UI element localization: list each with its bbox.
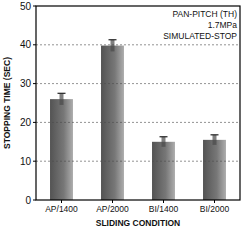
error-cap (109, 39, 117, 40)
bar (203, 140, 226, 200)
error-bar (162, 137, 166, 147)
grid-line (36, 44, 240, 45)
error-cap (58, 93, 66, 94)
x-tick-label: BI/1400 (149, 204, 179, 214)
bar (50, 99, 73, 200)
error-bar (60, 93, 64, 105)
error-bar (213, 135, 217, 145)
chart: 0 10 20 30 40 50 AP/1400 AP/2000 BI/1400 BI/2000 S… (0, 0, 246, 232)
plot-frame (36, 6, 240, 200)
tick-label: 50 (20, 1, 32, 12)
bar (152, 142, 175, 200)
grid-line (36, 83, 240, 84)
bar (101, 46, 124, 200)
x-tick-label: AP/1400 (45, 204, 78, 214)
tick-label: 0 (25, 195, 31, 206)
tick-label: 30 (20, 78, 32, 89)
y-axis-label: STOPPING TIME (SEC) (2, 57, 12, 149)
x-tick-label: BI/2000 (200, 204, 230, 214)
x-tick-mark (214, 200, 215, 203)
error-bar (111, 40, 115, 52)
x-tick-mark (112, 200, 113, 203)
x-tick-mark (61, 200, 62, 203)
tick-label: 20 (20, 117, 32, 128)
annotation: SIMULATED-STOP (163, 31, 237, 41)
annotation: PAN-PITCH (TH) (172, 9, 237, 19)
tick-label: 10 (20, 156, 32, 167)
tick-label: 40 (20, 39, 32, 50)
x-tick-mark (163, 200, 164, 203)
x-tick-label: AP/2000 (96, 204, 129, 214)
error-cap (211, 134, 219, 135)
annotation: 1.7MPa (208, 20, 238, 30)
x-axis-label: SLIDING CONDITION (96, 218, 181, 228)
error-cap (160, 136, 168, 137)
